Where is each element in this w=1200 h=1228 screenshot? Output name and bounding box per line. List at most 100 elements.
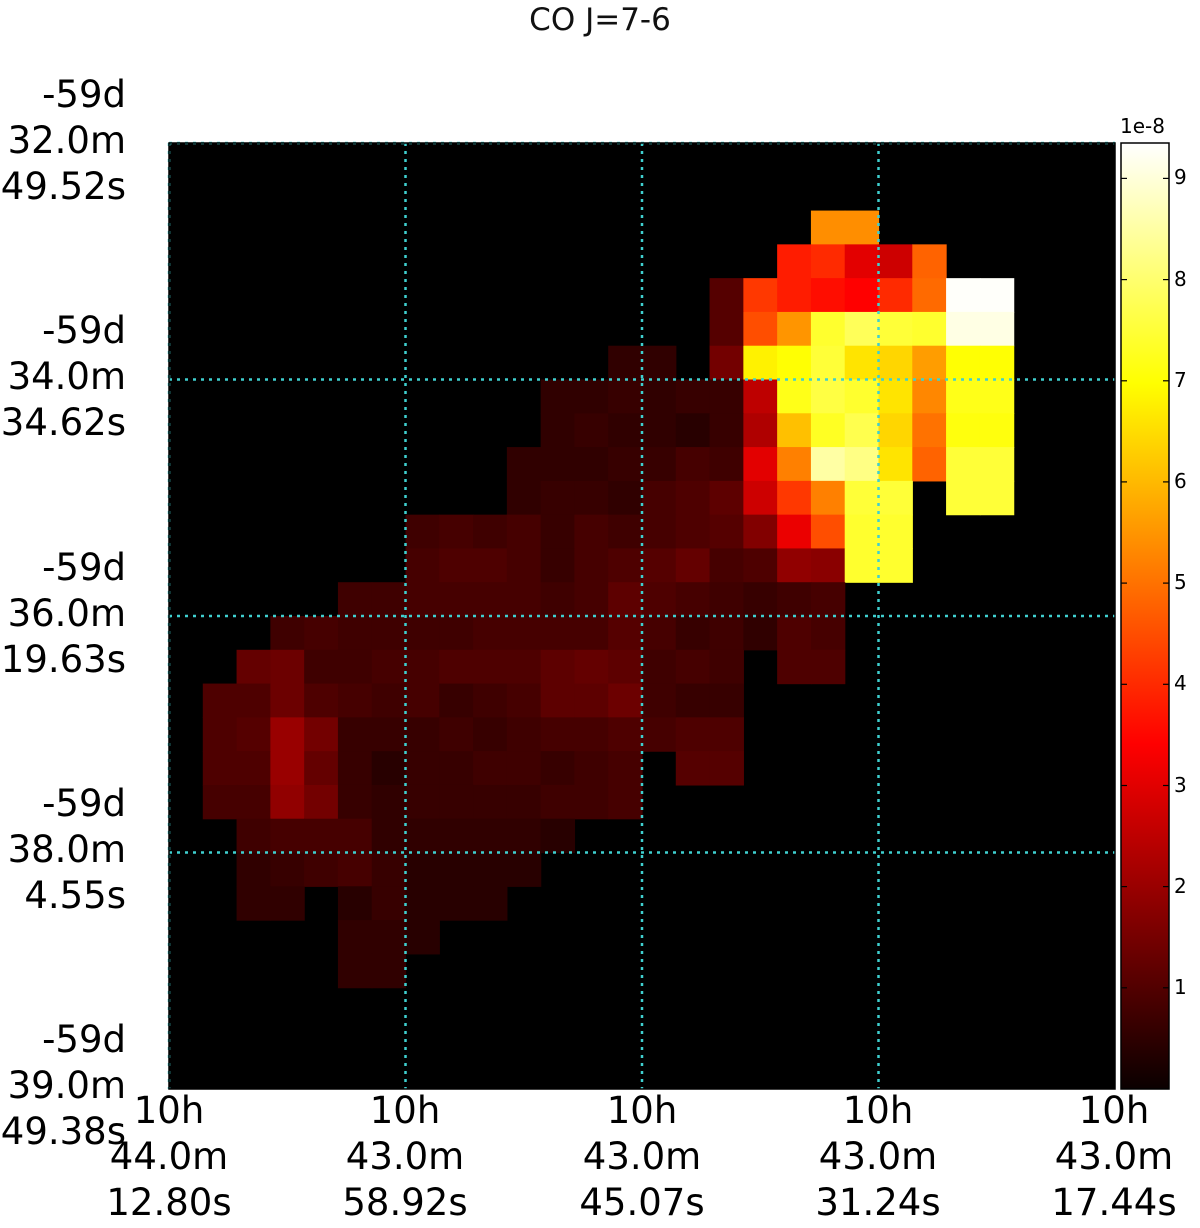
colorbar-gradient	[1120, 142, 1170, 1090]
heatmap-pixel	[439, 818, 474, 854]
heatmap-pixel	[810, 649, 846, 685]
heatmap-pixel	[540, 683, 576, 718]
heatmap-pixel	[337, 920, 373, 955]
heatmap-pixel	[810, 447, 846, 482]
heatmap-pixel	[236, 717, 271, 752]
heatmap-pixel	[506, 818, 542, 854]
heatmap-pixel	[608, 616, 643, 651]
heatmap-pixel	[574, 379, 609, 414]
heatmap-pixel	[844, 311, 880, 347]
heatmap-pixel	[337, 683, 373, 718]
heatmap-pixel	[743, 345, 778, 381]
heatmap-pixel	[709, 480, 744, 516]
heatmap-pixel	[337, 649, 373, 685]
heatmap-pixel	[844, 413, 880, 448]
heatmap-pixel	[642, 514, 677, 550]
heatmap-pixel	[473, 717, 508, 752]
heatmap-pixel	[337, 818, 373, 854]
heatmap-pixel	[506, 852, 542, 887]
heatmap-pixel	[337, 784, 373, 820]
heatmap-pixel	[371, 920, 407, 955]
heatmap-pixel	[439, 514, 474, 550]
heatmap-pixel	[439, 784, 474, 820]
heatmap-pixel	[608, 345, 643, 381]
heatmap-pixel	[709, 582, 744, 617]
heatmap-pixel	[878, 514, 913, 550]
heatmap-pixel	[439, 852, 474, 887]
heatmap-pixel	[878, 379, 913, 414]
heatmap-pixel	[337, 582, 373, 617]
y-tick-label: -59d 36.0m 19.63s	[0, 546, 126, 681]
heatmap-pixel	[439, 548, 474, 583]
heatmap-pixel	[439, 649, 474, 685]
heatmap-pixel	[675, 379, 711, 414]
heatmap-pixel	[844, 514, 880, 550]
heatmap-pixel	[304, 616, 339, 651]
heatmap-pixel	[540, 751, 576, 786]
heatmap-pixel	[270, 886, 305, 921]
heatmap-pixel	[371, 582, 407, 617]
y-tick-label: -59d 34.0m 34.62s	[0, 309, 126, 444]
heatmap-pixel	[506, 548, 542, 583]
colorbar-tick-label: 2	[1174, 873, 1187, 898]
heatmap-pixel	[473, 818, 508, 854]
heatmap-pixel	[574, 717, 609, 752]
heatmap-pixel	[810, 548, 846, 583]
heatmap-pixel	[675, 751, 711, 786]
heatmap-pixel	[371, 818, 407, 854]
y-axis-tick-labels: -59d 32.0m 49.52s -59d 34.0m 34.62s -59d…	[0, 0, 130, 1228]
heatmap-pixel	[709, 616, 744, 651]
heatmap-pixel	[371, 717, 407, 752]
heatmap-pixel	[709, 514, 744, 550]
heatmap-pixel	[946, 311, 981, 347]
heatmap-pixel	[642, 413, 677, 448]
heatmap-pixel	[844, 244, 880, 279]
heatmap-pixel	[371, 649, 407, 685]
heatmap-pixel	[642, 548, 677, 583]
heatmap-pixel	[844, 278, 880, 313]
heatmap-pixel	[743, 311, 778, 347]
heatmap-pixel	[405, 886, 440, 921]
heatmap-pixel	[574, 548, 609, 583]
heatmap-pixel	[506, 717, 542, 752]
heatmap-pixel	[608, 379, 643, 414]
plot-area	[167, 141, 1116, 1090]
heatmap-pixel	[709, 548, 744, 583]
heatmap-pixel	[642, 683, 677, 718]
heatmap-pixel	[912, 278, 947, 313]
heatmap-pixel	[371, 751, 407, 786]
heatmap-pixel	[405, 784, 440, 820]
heatmap-pixel	[236, 852, 271, 887]
heatmap-pixel	[473, 683, 508, 718]
heatmap-pixel	[912, 244, 947, 279]
heatmap-pixel	[506, 784, 542, 820]
heatmap-pixel	[844, 447, 880, 482]
heatmap-pixel	[844, 480, 880, 516]
x-tick-label: 10h 43.0m 58.92s	[342, 1089, 468, 1224]
heatmap-pixel	[912, 379, 947, 414]
heatmap-pixel	[371, 886, 407, 921]
heatmap-pixel	[270, 616, 305, 651]
colorbar	[1120, 142, 1170, 1090]
heatmap-pixel	[473, 751, 508, 786]
heatmap-pixel	[371, 616, 407, 651]
heatmap-pixel	[608, 717, 643, 752]
heatmap-pixel	[810, 278, 846, 313]
heatmap-pixel	[675, 548, 711, 583]
heatmap-pixel	[912, 311, 947, 347]
heatmap-pixel	[777, 379, 812, 414]
heatmap-pixel	[236, 751, 271, 786]
heatmap-pixel	[675, 616, 711, 651]
heatmap-pixel	[236, 649, 271, 685]
heatmap-pixel	[608, 548, 643, 583]
heatmap-pixel	[574, 582, 609, 617]
heatmap-pixel	[642, 447, 677, 482]
heatmap-pixel	[405, 548, 440, 583]
heatmap-pixel	[574, 480, 609, 516]
heatmap-pixel	[642, 582, 677, 617]
heatmap-pixel	[743, 413, 778, 448]
y-tick-label: -59d 39.0m 49.38s	[0, 1018, 126, 1153]
heatmap-pixel	[473, 784, 508, 820]
heatmap-pixel	[844, 210, 880, 245]
heatmap-pixel	[405, 582, 440, 617]
